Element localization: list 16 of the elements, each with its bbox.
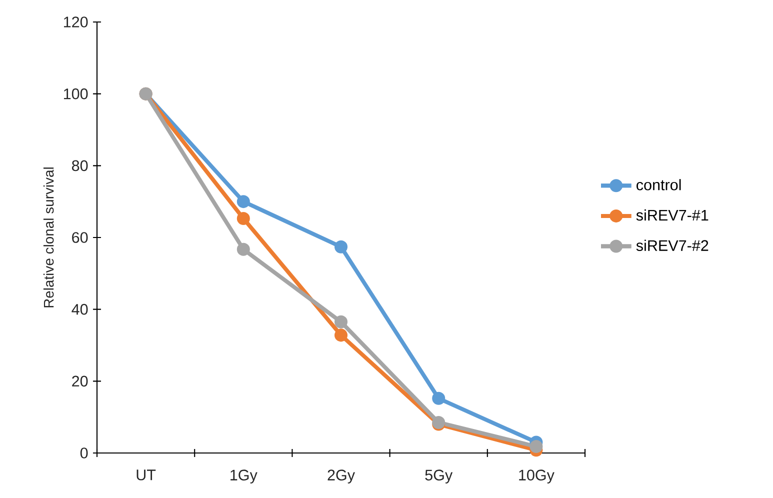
y-axis-title: Relative clonal survival — [43, 168, 54, 308]
y-tick-label: 40 — [72, 304, 88, 315]
y-tick-label: 20 — [72, 376, 88, 387]
legend-label: control — [636, 179, 681, 190]
y-tick-label: 80 — [72, 160, 88, 172]
x-tick-label: 2Gy — [328, 470, 355, 484]
x-tick-label: 5Gy — [425, 470, 453, 484]
y-tick-label: 120 — [64, 16, 88, 28]
y-tick-label: 60 — [72, 232, 88, 243]
y-tick-label: 0 — [80, 448, 88, 458]
legend-label: siREV7-#2 — [636, 240, 708, 251]
x-tick-label: 1Gy — [230, 470, 258, 484]
legend-label: siREV7-#1 — [636, 209, 708, 221]
x-tick-label: 10Gy — [519, 470, 554, 484]
x-tick-label: UT — [136, 470, 156, 480]
y-tick-label: 100 — [64, 88, 88, 100]
